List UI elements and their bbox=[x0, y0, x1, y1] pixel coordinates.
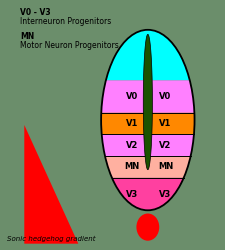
Polygon shape bbox=[112, 178, 184, 210]
Text: V0: V0 bbox=[126, 92, 138, 101]
Text: V1: V1 bbox=[126, 119, 138, 128]
Polygon shape bbox=[143, 34, 152, 170]
Text: MN: MN bbox=[20, 32, 34, 40]
Polygon shape bbox=[101, 113, 195, 134]
Text: V2: V2 bbox=[126, 141, 138, 150]
Text: Sonic hedgehog gradient: Sonic hedgehog gradient bbox=[7, 236, 96, 242]
Text: V2: V2 bbox=[159, 141, 172, 150]
Polygon shape bbox=[102, 134, 194, 156]
Text: V3: V3 bbox=[159, 190, 172, 198]
Text: Motor Neuron Progenitors: Motor Neuron Progenitors bbox=[20, 42, 119, 50]
Polygon shape bbox=[101, 80, 194, 113]
Text: MN: MN bbox=[158, 162, 173, 172]
Polygon shape bbox=[106, 30, 190, 80]
Text: V1: V1 bbox=[159, 119, 172, 128]
Text: Interneuron Progenitors: Interneuron Progenitors bbox=[20, 18, 111, 26]
Polygon shape bbox=[24, 125, 78, 244]
Text: V0: V0 bbox=[159, 92, 172, 101]
Polygon shape bbox=[105, 156, 191, 178]
Text: V0 - V3: V0 - V3 bbox=[20, 8, 51, 16]
Text: MN: MN bbox=[125, 162, 140, 172]
Circle shape bbox=[136, 214, 159, 241]
Text: V3: V3 bbox=[126, 190, 138, 198]
